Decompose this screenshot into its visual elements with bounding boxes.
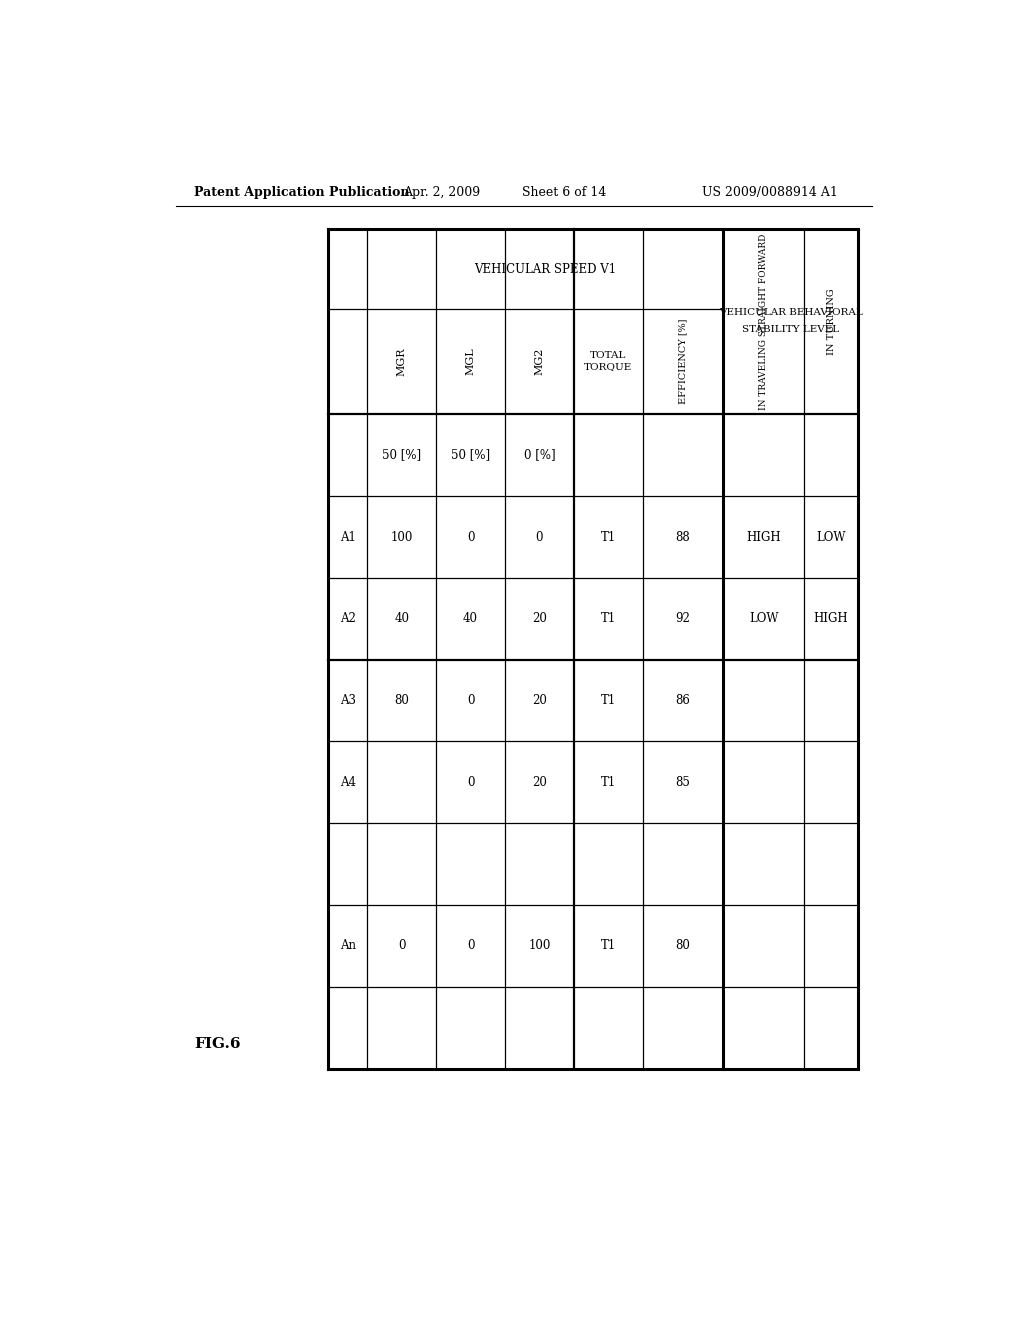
Text: 86: 86 — [676, 694, 690, 708]
Text: MGL: MGL — [466, 347, 475, 375]
Text: 80: 80 — [676, 940, 690, 953]
Text: 92: 92 — [676, 612, 690, 626]
Text: 40: 40 — [394, 612, 410, 626]
Text: HIGH: HIGH — [746, 531, 781, 544]
Text: T1: T1 — [601, 940, 616, 953]
Text: Apr. 2, 2009: Apr. 2, 2009 — [403, 186, 480, 199]
Text: FIG.6: FIG.6 — [194, 1038, 241, 1051]
Text: IN TRAVELING STRAIGHT FORWARD: IN TRAVELING STRAIGHT FORWARD — [759, 234, 768, 409]
Text: VEHICULAR SPEED V1: VEHICULAR SPEED V1 — [474, 263, 616, 276]
Text: T1: T1 — [601, 612, 616, 626]
Text: A2: A2 — [340, 612, 355, 626]
Text: HIGH: HIGH — [814, 612, 848, 626]
Text: A4: A4 — [340, 776, 355, 789]
Text: T1: T1 — [601, 776, 616, 789]
Text: US 2009/0088914 A1: US 2009/0088914 A1 — [701, 186, 838, 199]
Text: 0: 0 — [398, 940, 406, 953]
Text: STABILITY LEVEL: STABILITY LEVEL — [742, 325, 840, 334]
Text: 0 [%]: 0 [%] — [523, 449, 555, 462]
Text: 88: 88 — [676, 531, 690, 544]
Text: A1: A1 — [340, 531, 355, 544]
Text: Patent Application Publication: Patent Application Publication — [194, 186, 410, 199]
Text: 20: 20 — [532, 694, 547, 708]
Text: A3: A3 — [340, 694, 355, 708]
Text: VEHICULAR BEHAVIORAL: VEHICULAR BEHAVIORAL — [719, 308, 862, 317]
Text: T1: T1 — [601, 531, 616, 544]
Text: 0: 0 — [536, 531, 543, 544]
Text: 0: 0 — [467, 531, 474, 544]
Text: EFFICIENCY [%]: EFFICIENCY [%] — [679, 318, 688, 404]
Text: TOTAL
TORQUE: TOTAL TORQUE — [585, 351, 633, 371]
Text: 0: 0 — [467, 940, 474, 953]
Text: 100: 100 — [528, 940, 551, 953]
Text: 20: 20 — [532, 776, 547, 789]
Text: 0: 0 — [467, 694, 474, 708]
Text: 100: 100 — [390, 531, 413, 544]
Text: 85: 85 — [676, 776, 690, 789]
Text: 40: 40 — [463, 612, 478, 626]
Text: 20: 20 — [532, 612, 547, 626]
Text: T1: T1 — [601, 694, 616, 708]
Text: IN TURNING: IN TURNING — [826, 288, 836, 355]
Text: Sheet 6 of 14: Sheet 6 of 14 — [521, 186, 606, 199]
Text: LOW: LOW — [816, 531, 846, 544]
Text: LOW: LOW — [749, 612, 778, 626]
Text: 50 [%]: 50 [%] — [382, 449, 421, 462]
Text: 80: 80 — [394, 694, 409, 708]
Text: 0: 0 — [467, 776, 474, 789]
Text: MG2: MG2 — [535, 347, 545, 375]
Text: An: An — [340, 940, 355, 953]
Text: MGR: MGR — [396, 347, 407, 376]
Text: 50 [%]: 50 [%] — [451, 449, 490, 462]
